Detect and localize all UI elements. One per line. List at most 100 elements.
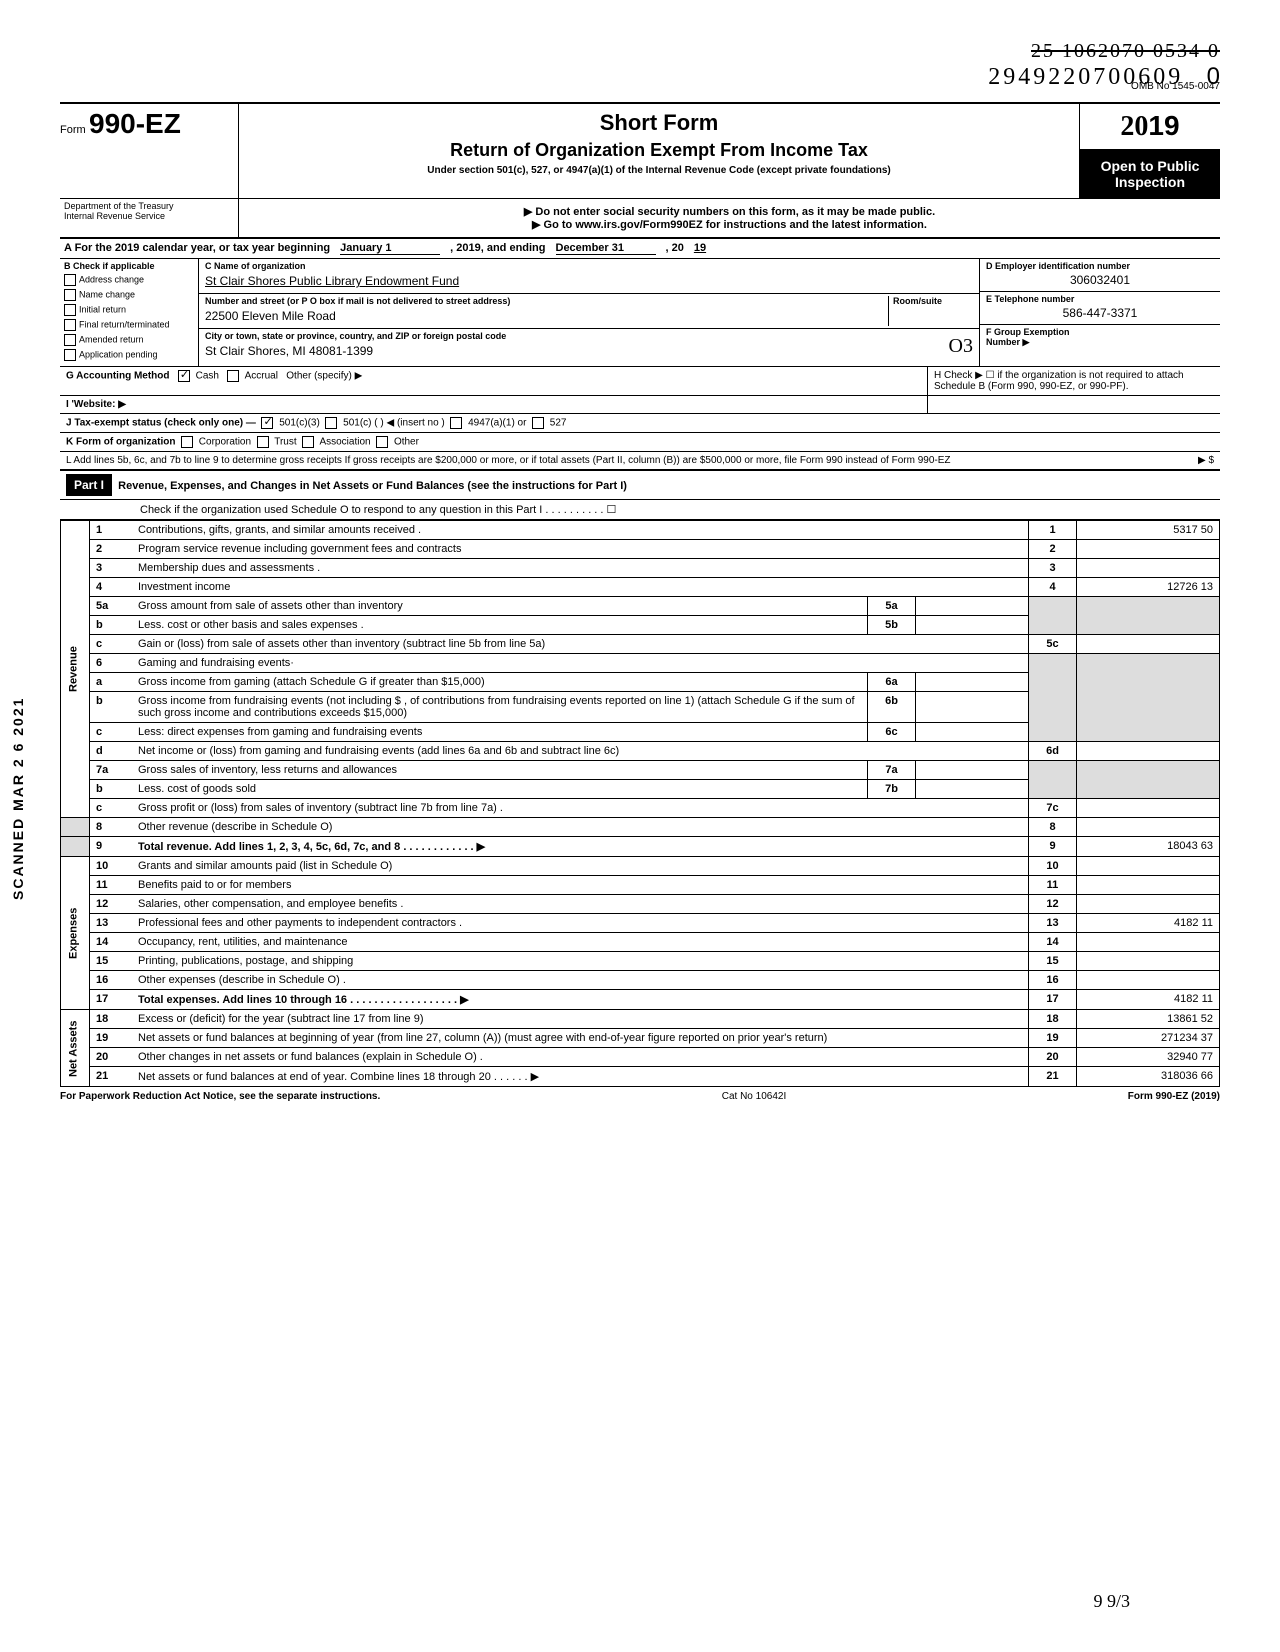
line-box: 21 <box>1029 1067 1077 1087</box>
chk-assoc[interactable] <box>302 436 314 448</box>
footer: For Paperwork Reduction Act Notice, see … <box>60 1087 1220 1102</box>
chk-pending-label: Application pending <box>79 349 158 359</box>
expenses-sidebar: Expenses <box>61 857 90 1010</box>
chk-527[interactable] <box>532 417 544 429</box>
line-desc: Net income or (loss) from gaming and fun… <box>132 742 1029 761</box>
line-val <box>1077 540 1220 559</box>
chk-amended-label: Amended return <box>79 334 144 344</box>
open-public: Open to Public Inspection <box>1080 150 1220 198</box>
chk-corp[interactable] <box>181 436 193 448</box>
line-desc: Printing, publications, postage, and shi… <box>132 952 1029 971</box>
chk-address[interactable]: Address change <box>64 274 194 286</box>
chk-amended[interactable]: Amended return <box>64 334 194 346</box>
line-val <box>1077 971 1220 990</box>
line-num: 9 <box>90 837 133 857</box>
line-val <box>1077 876 1220 895</box>
chk-501c3[interactable] <box>261 417 273 429</box>
handwritten-o3: O3 <box>949 335 973 358</box>
chk-final-label: Final return/terminated <box>79 319 170 329</box>
line-box: 13 <box>1029 914 1077 933</box>
line-desc: Other changes in net assets or fund bala… <box>132 1048 1029 1067</box>
section-a-mid: , 2019, and ending <box>450 242 545 255</box>
chk-pending[interactable]: Application pending <box>64 349 194 361</box>
col-b: B Check if applicable Address change Nam… <box>60 259 199 366</box>
revenue-table: Revenue 1 Contributions, gifts, grants, … <box>60 520 1220 1087</box>
line-num: 19 <box>90 1029 133 1048</box>
shaded-cell <box>1029 654 1077 742</box>
line-num: b <box>90 616 133 635</box>
line-desc: Total expenses. Add lines 10 through 16 … <box>132 990 1029 1010</box>
main-info: B Check if applicable Address change Nam… <box>60 259 1220 367</box>
table-row: 4 Investment income 4 12726 13 <box>61 578 1220 597</box>
inner-val <box>916 780 1029 799</box>
line-num: 1 <box>90 521 133 540</box>
table-row: 15 Printing, publications, postage, and … <box>61 952 1220 971</box>
line-num: c <box>90 799 133 818</box>
k-label: K Form of organization <box>66 437 175 448</box>
chk-cash[interactable] <box>178 370 190 382</box>
part1-check: Check if the organization used Schedule … <box>60 500 1220 520</box>
chk-other-org[interactable] <box>376 436 388 448</box>
chk-4947[interactable] <box>450 417 462 429</box>
chk-trust[interactable] <box>257 436 269 448</box>
table-row: 2 Program service revenue including gove… <box>61 540 1220 559</box>
city-label: City or town, state or province, country… <box>205 331 949 341</box>
line-desc: Contributions, gifts, grants, and simila… <box>132 521 1029 540</box>
table-row: 5a Gross amount from sale of assets othe… <box>61 597 1220 616</box>
line-num: b <box>90 692 133 723</box>
line-num: 5a <box>90 597 133 616</box>
street-label: Number and street (or P O box if mail is… <box>205 296 888 306</box>
form-number-cell: Form 990-EZ <box>60 104 239 198</box>
j-o2: 501(c) ( <box>343 418 377 429</box>
shaded-cell <box>1077 654 1220 742</box>
shaded-cell <box>1077 761 1220 799</box>
line-num: 3 <box>90 559 133 578</box>
table-row: 16 Other expenses (describe in Schedule … <box>61 971 1220 990</box>
part1-label: Part I <box>66 474 112 496</box>
inner-val <box>916 597 1029 616</box>
chk-name[interactable]: Name change <box>64 289 194 301</box>
line-val: 5317 50 <box>1077 521 1220 540</box>
inner-val <box>916 692 1029 723</box>
line-desc: Gross income from fundraising events (no… <box>132 692 868 723</box>
col-de: D Employer identification number 3060324… <box>979 259 1220 366</box>
line-box: 19 <box>1029 1029 1077 1048</box>
inner-num: 7a <box>868 761 916 780</box>
chk-501c[interactable] <box>325 417 337 429</box>
inner-val <box>916 616 1029 635</box>
row-i: I 'Website: ▶ <box>60 396 1220 414</box>
table-row: 8 Other revenue (describe in Schedule O)… <box>61 818 1220 837</box>
line-box: 11 <box>1029 876 1077 895</box>
line-val: 12726 13 <box>1077 578 1220 597</box>
accrual-label: Accrual <box>245 371 278 382</box>
dept1: Department of the Treasury <box>64 201 234 211</box>
line-desc: Grants and similar amounts paid (list in… <box>132 857 1029 876</box>
line-box: 7c <box>1029 799 1077 818</box>
l-text: L Add lines 5b, 6c, and 7b to line 9 to … <box>66 455 951 466</box>
line-val <box>1077 742 1220 761</box>
line-val <box>1077 799 1220 818</box>
section-a-end3: 19 <box>694 242 706 255</box>
footer-mid: Cat No 10642I <box>722 1091 787 1102</box>
chk-accrual[interactable] <box>227 370 239 382</box>
line-box: 17 <box>1029 990 1077 1010</box>
line-box: 12 <box>1029 895 1077 914</box>
shaded-cell <box>1029 761 1077 799</box>
col-c: C Name of organization St Clair Shores P… <box>199 259 979 366</box>
table-row: Revenue 1 Contributions, gifts, grants, … <box>61 521 1220 540</box>
group-row: F Group Exemption Number ▶ <box>980 325 1220 350</box>
line-num: 10 <box>90 857 133 876</box>
group-label: F Group Exemption <box>986 327 1214 337</box>
chk-initial[interactable]: Initial return <box>64 304 194 316</box>
line-desc: Other revenue (describe in Schedule O) <box>132 818 1029 837</box>
line-val <box>1077 559 1220 578</box>
line-num: 8 <box>90 818 133 837</box>
table-row: c Gain or (loss) from sale of assets oth… <box>61 635 1220 654</box>
end-date: December 31 <box>556 242 656 255</box>
dept-cell: Department of the Treasury Internal Reve… <box>60 199 239 237</box>
line-num: 17 <box>90 990 133 1010</box>
chk-final[interactable]: Final return/terminated <box>64 319 194 331</box>
line-num: 7a <box>90 761 133 780</box>
handwritten-note: 9 9/3 <box>1093 1591 1130 1612</box>
line-val <box>1077 818 1220 837</box>
